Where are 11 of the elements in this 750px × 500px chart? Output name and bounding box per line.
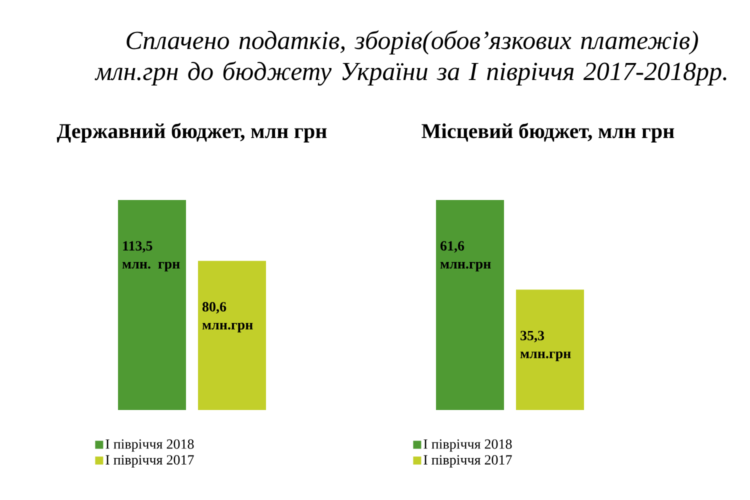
legend-label: І півріччя 2017 [106,455,194,468]
text: Сплачено податків, зборів(обов’язкових платежів) млн.грн до бюджету України за І півріччя 2017-2018рр. [94,30,726,86]
legend-label: І півріччя 2017 [424,455,512,468]
data-label: 35,3 млн.грн [520,330,571,362]
chart-title: Державний бюджет, млн грн [56,122,327,142]
data-label: 61,6 млн.грн [440,241,491,272]
legend-label: І півріччя 2018 [424,439,512,452]
legend-label: І півріччя 2018 [106,439,194,452]
data-label: 113,5 млн. грн [122,241,180,272]
chart-title: Місцевий бюджет, млн грн [422,122,674,142]
data-label: 80,6 млн.грн [202,302,253,332]
